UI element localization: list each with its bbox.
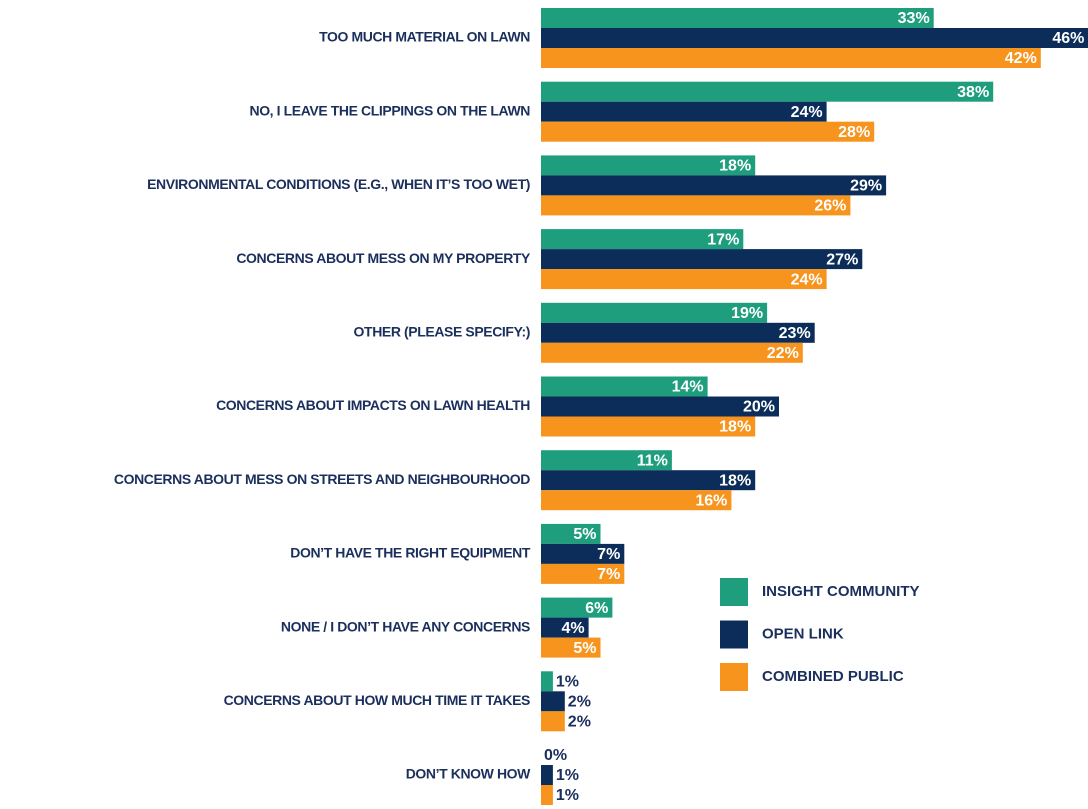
value-label: 2%: [568, 694, 591, 711]
value-label: 7%: [597, 546, 620, 563]
value-label: 22%: [767, 345, 799, 362]
value-label: 26%: [814, 198, 846, 215]
value-label: 1%: [556, 674, 579, 691]
value-label: 28%: [838, 124, 870, 141]
bar: [541, 101, 827, 122]
value-label: 42%: [1005, 50, 1037, 67]
legend-swatch: [720, 578, 748, 606]
value-label: 27%: [826, 251, 858, 268]
bar: [541, 637, 601, 658]
category-label: NONE / I DON’T HAVE ANY CONCERNS: [281, 618, 530, 634]
bar: [541, 450, 672, 471]
category-label: DON’T KNOW HOW: [406, 766, 531, 782]
bar: [541, 490, 732, 511]
value-label: 5%: [573, 526, 596, 543]
value-label: 18%: [719, 158, 751, 175]
bar: [541, 691, 565, 712]
bar: [541, 229, 744, 250]
category-label: OTHER (PLEASE SPECIFY:): [354, 324, 530, 340]
bar: [541, 671, 553, 692]
legend-label: INSIGHT COMMUNITY: [762, 583, 920, 600]
bar: [541, 48, 1041, 68]
value-label: 2%: [568, 714, 591, 731]
legend-swatch: [720, 663, 748, 691]
bar: [541, 249, 863, 270]
value-label: 11%: [637, 452, 668, 469]
value-label: 23%: [779, 325, 811, 342]
category-label: DON’T HAVE THE RIGHT EQUIPMENT: [290, 545, 531, 561]
bar: [541, 155, 756, 176]
bar: [541, 376, 708, 397]
category-label: NO, I LEAVE THE CLIPPINGS ON THE LAWN: [249, 102, 530, 118]
category-label: ENVIRONMENTAL CONDITIONS (E.G., WHEN IT’…: [147, 176, 530, 192]
bar: [541, 121, 875, 142]
bar: [541, 81, 994, 102]
bar: [541, 523, 601, 544]
value-label: 16%: [695, 492, 727, 509]
value-label: 5%: [573, 640, 596, 657]
legend-swatch: [720, 620, 748, 649]
bar: [541, 711, 565, 732]
bar: [541, 195, 851, 216]
value-label: 29%: [850, 178, 882, 195]
value-label: 18%: [719, 419, 751, 436]
value-label: 1%: [556, 767, 579, 784]
value-label: 38%: [957, 84, 989, 101]
legend-label: COMBINED PUBLIC: [762, 668, 904, 685]
value-label: 6%: [585, 600, 608, 617]
bar: [541, 342, 803, 363]
bar: [541, 28, 1088, 48]
value-label: 33%: [898, 10, 930, 27]
bar: [541, 302, 768, 323]
value-label: 0%: [544, 747, 567, 764]
bar: [541, 322, 815, 343]
value-label: 17%: [707, 231, 739, 248]
value-label: 7%: [597, 566, 620, 583]
bar: [541, 563, 625, 584]
bar: [541, 175, 887, 196]
value-label: 1%: [556, 787, 579, 804]
value-label: 46%: [1052, 30, 1084, 47]
category-label: CONCERNS ABOUT IMPACTS ON LAWN HEALTH: [216, 397, 530, 413]
value-label: 24%: [791, 271, 823, 288]
bar: [541, 765, 553, 785]
bar: [541, 470, 756, 491]
category-label: CONCERNS ABOUT MESS ON STREETS AND NEIGH…: [114, 471, 530, 487]
value-label: 4%: [561, 620, 584, 637]
bar: [541, 543, 625, 564]
bar: [541, 396, 779, 417]
value-label: 18%: [719, 472, 751, 489]
legend-label: OPEN LINK: [762, 625, 844, 642]
value-label: 19%: [731, 305, 763, 322]
bar: [541, 785, 553, 805]
bar: [541, 8, 934, 28]
category-label: CONCERNS ABOUT HOW MUCH TIME IT TAKES: [224, 692, 530, 708]
category-label: TOO MUCH MATERIAL ON LAWN: [319, 29, 530, 45]
bar: [541, 416, 756, 437]
category-label: CONCERNS ABOUT MESS ON MY PROPERTY: [236, 250, 531, 266]
value-label: 24%: [791, 104, 823, 121]
bar: [541, 597, 613, 618]
bar: [541, 617, 589, 638]
bar: [541, 269, 827, 290]
value-label: 14%: [672, 379, 704, 396]
value-label: 20%: [743, 399, 775, 416]
